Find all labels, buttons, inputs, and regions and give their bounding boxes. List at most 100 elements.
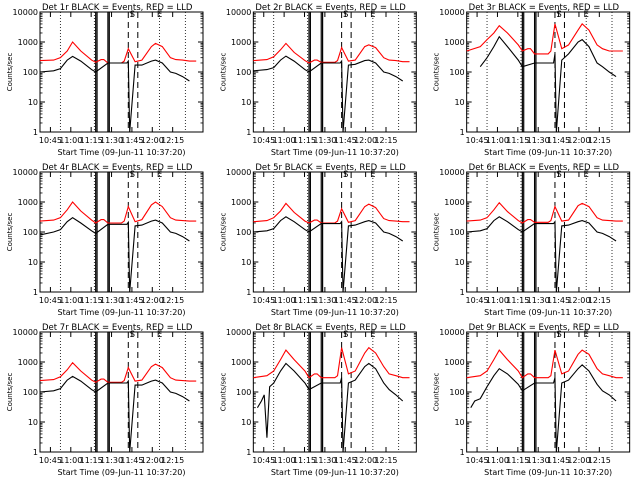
y-tick-label: 10000 (13, 328, 38, 337)
y-tick-label: 100 (23, 388, 38, 397)
x-tick-label: 12:00 (141, 296, 164, 305)
marker-e: E (157, 170, 162, 180)
marker-e: E (584, 10, 589, 20)
marker-e: E (370, 170, 375, 180)
x-tick-label: 11:15 (506, 136, 529, 145)
series-line-events (466, 216, 617, 293)
x-tick-label: 12:00 (567, 456, 590, 465)
y-tick-label: 1 (246, 448, 251, 457)
x-tick-label: 11:00 (486, 296, 509, 305)
y-axis-label: Counts/sec (433, 53, 441, 92)
y-tick-label: 1000 (231, 198, 251, 207)
series-line-events (253, 55, 404, 133)
y-tick-label: 1 (246, 288, 251, 297)
x-tick-label: 11:15 (293, 136, 316, 145)
x-tick-label: 11:00 (59, 136, 82, 145)
x-tick-label: 10:45 (39, 296, 62, 305)
x-tick-label: 11:00 (486, 136, 509, 145)
x-tick-label: 10:45 (466, 136, 489, 145)
x-tick-label: 12:00 (567, 136, 590, 145)
x-tick-label: 11:45 (547, 456, 570, 465)
y-tick-label: 1 (460, 288, 465, 297)
y-tick-label: 1 (33, 448, 38, 457)
y-tick-label: 1 (33, 128, 38, 137)
x-tick-label: 11:15 (80, 136, 103, 145)
series-line-events (470, 364, 617, 453)
x-tick-label: 12:15 (588, 296, 611, 305)
series-line-lld (466, 201, 623, 224)
x-tick-label: 11:45 (547, 296, 570, 305)
y-tick-label: 10 (241, 258, 251, 267)
x-tick-label: 12:15 (161, 136, 184, 145)
y-axis-label: Counts/sec (433, 373, 441, 412)
chart-title: Det 1r BLACK = Events, RED = LLD (42, 3, 193, 13)
x-tick-label: 11:30 (313, 136, 336, 145)
y-tick-label: 10000 (13, 168, 38, 177)
x-axis-label: Start Time (09-Jun-11 10:37:20) (484, 308, 612, 317)
marker-s: S (343, 170, 348, 180)
chart-title: Det 5r BLACK = Events, RED = LLD (255, 163, 406, 173)
y-tick-label: 1000 (231, 358, 251, 367)
series-line-lld (39, 361, 197, 383)
x-tick-label: 11:30 (313, 296, 336, 305)
chart-title: Det 8r BLACK = Events, RED = LLD (255, 323, 406, 333)
marker-e: E (584, 170, 589, 180)
y-tick-label: 10 (454, 418, 464, 427)
y-tick-label: 10000 (226, 8, 251, 17)
x-tick-label: 11:45 (120, 136, 143, 145)
y-tick-label: 10 (241, 98, 251, 107)
x-tick-label: 10:45 (466, 456, 489, 465)
y-tick-label: 10000 (13, 8, 38, 17)
x-tick-label: 12:00 (354, 136, 377, 145)
chart-title: Det 4r BLACK = Events, RED = LLD (42, 163, 193, 173)
y-tick-label: 10000 (439, 328, 464, 337)
y-tick-label: 1000 (444, 358, 464, 367)
chart-title: Det 6r BLACK = Events, RED = LLD (469, 163, 620, 173)
chart-panel-7: Det 7r BLACK = Events, RED = LLD Start Ti… (6, 323, 204, 477)
marker-s: S (556, 330, 561, 340)
x-tick-label: 12:15 (374, 456, 397, 465)
x-tick-label: 11:30 (313, 456, 336, 465)
x-tick-label: 12:15 (374, 296, 397, 305)
marker-e: E (370, 10, 375, 20)
y-tick-label: 1000 (18, 198, 38, 207)
y-tick-label: 10 (454, 258, 464, 267)
x-tick-label: 11:15 (506, 296, 529, 305)
x-tick-label: 10:45 (466, 296, 489, 305)
x-tick-label: 12:00 (567, 296, 590, 305)
x-axis-label: Start Time (09-Jun-11 10:37:20) (58, 308, 186, 317)
x-tick-label: 12:15 (588, 136, 611, 145)
x-tick-label: 12:00 (141, 456, 164, 465)
y-axis-label: Counts/sec (219, 213, 227, 252)
x-axis-label: Start Time (09-Jun-11 10:37:20) (484, 148, 612, 157)
y-tick-label: 10000 (226, 328, 251, 337)
marker-s: S (130, 330, 135, 340)
series-line-events (39, 55, 190, 133)
x-tick-label: 11:45 (120, 456, 143, 465)
chart-panel-4: Det 4r BLACK = Events, RED = LLD Start Ti… (6, 163, 204, 317)
chart-title: Det 9r BLACK = Events, RED = LLD (469, 323, 620, 333)
series-line-lld (39, 41, 197, 64)
y-axis-label: Counts/sec (433, 213, 441, 252)
x-tick-label: 12:00 (141, 136, 164, 145)
x-tick-label: 11:15 (80, 456, 103, 465)
chart-title: Det 3r BLACK = Events, RED = LLD (469, 3, 620, 13)
x-tick-label: 11:00 (59, 456, 82, 465)
x-tick-label: 11:00 (273, 296, 296, 305)
y-tick-label: 1000 (444, 198, 464, 207)
y-tick-label: 1 (460, 448, 465, 457)
y-tick-label: 1000 (18, 358, 38, 367)
y-tick-label: 100 (23, 228, 38, 237)
x-axis-label: Start Time (09-Jun-11 10:37:20) (271, 148, 399, 157)
y-tick-label: 1000 (444, 38, 464, 47)
y-axis-label: Counts/sec (6, 213, 14, 252)
x-tick-label: 11:00 (273, 456, 296, 465)
marker-s: S (130, 10, 135, 20)
series-line-lld (253, 346, 410, 379)
marker-s: S (130, 170, 135, 180)
marker-e: E (157, 10, 162, 20)
chart-panel-6: Det 6r BLACK = Events, RED = LLD Start Ti… (433, 163, 631, 317)
y-tick-label: 1000 (18, 38, 38, 47)
x-tick-label: 10:45 (252, 456, 275, 465)
